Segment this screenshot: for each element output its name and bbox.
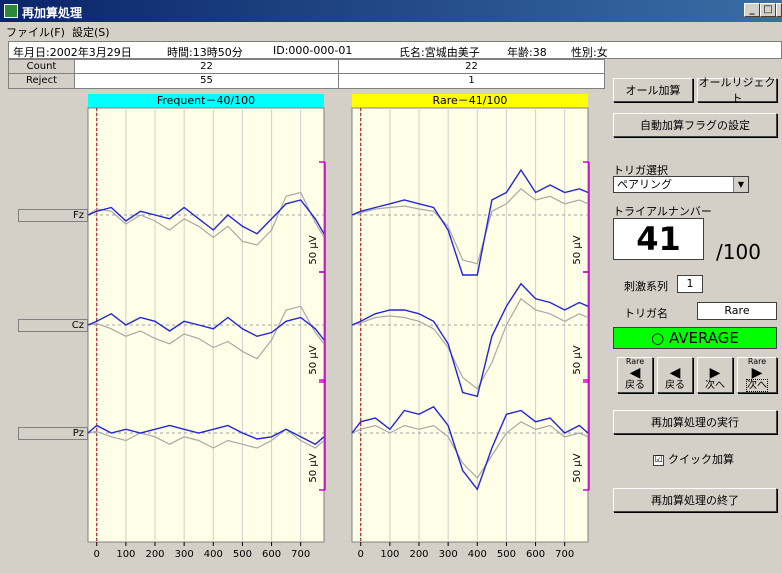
next-rare-button[interactable]: Rare ▶ 次へ [737, 357, 777, 393]
app-icon [4, 4, 18, 18]
average-waveform [87, 199, 325, 235]
x-tick-label: 400 [204, 549, 223, 560]
trigger-select-value: ペアリング [617, 178, 672, 191]
x-tick-label: 200 [409, 549, 428, 560]
prev-button[interactable]: ◀ 戻る [657, 357, 693, 393]
nav-label: 戻る [625, 380, 645, 391]
maximize-button[interactable]: □ [760, 3, 776, 17]
trigger-select[interactable]: ペアリング ▼ [613, 176, 749, 193]
next-button[interactable]: ▶ 次へ [697, 357, 733, 393]
minimize-button[interactable]: _ [744, 3, 760, 17]
average-waveform [351, 168, 589, 276]
info-time: 時間:13時50分 [167, 46, 243, 59]
trigger-name-field: Rare [697, 302, 777, 320]
x-tick-label: 500 [233, 549, 252, 560]
scale-label: 50 µV [572, 235, 583, 264]
average-waveform [351, 405, 589, 491]
plot-area [351, 107, 589, 543]
quick-add-label: クイック加算 [668, 453, 734, 466]
x-tick-label: 0 [94, 549, 100, 560]
finish-button[interactable]: 再加算処理の終了 [613, 488, 777, 512]
scale-label: 50 µV [572, 453, 583, 482]
menu-settings[interactable]: 設定(S) [72, 26, 110, 39]
frequent-count: 22 [75, 60, 339, 74]
count-label: Count [9, 60, 75, 74]
scale-label: 50 µV [572, 345, 583, 374]
x-tick-label: 200 [145, 549, 164, 560]
channel-label-fz: Fz [18, 209, 88, 222]
quick-add-checkbox[interactable]: ☑ クイック加算 [653, 451, 734, 467]
trial-waveform [351, 421, 589, 479]
info-date: 年月日:2002年3月29日 [13, 46, 132, 59]
menu-bar: ファイル(F) 設定(S) [0, 22, 782, 40]
nav-label: 次へ [705, 380, 725, 391]
trial-total: /100 [716, 240, 761, 264]
title-bar: 再加算処理 _ □ [0, 0, 782, 22]
rare-header: Rare－41/100 [352, 94, 588, 108]
trial-number: 41 [613, 218, 704, 260]
trial-waveform [87, 191, 325, 246]
x-tick-label: 500 [497, 549, 516, 560]
arrow-right-icon: ▶ [751, 365, 763, 381]
reject-label: Reject [9, 74, 75, 88]
nav-top-label: Rare [625, 357, 645, 366]
x-tick-label: 100 [380, 549, 399, 560]
x-tick-label: 300 [175, 549, 194, 560]
nav-label: 戻る [665, 380, 685, 391]
plot-area [87, 107, 325, 543]
all-reject-button[interactable]: オールリジェクト [697, 76, 777, 105]
window-title: 再加算処理 [22, 6, 83, 20]
checkbox-icon[interactable]: ☑ [653, 454, 664, 466]
x-tick-label: 100 [116, 549, 135, 560]
average-waveform [351, 282, 589, 398]
info-id: ID:000-000-01 [273, 44, 353, 57]
info-age: 年齢:38 [507, 46, 547, 59]
channel-label-cz: Cz [18, 319, 88, 332]
frequent-header: Frequent－40/100 [88, 94, 324, 108]
rare-count: 22 [339, 60, 604, 74]
trigger-select-label: トリガ選択 [613, 164, 668, 177]
trial-waveform [351, 187, 589, 265]
rare-reject: 1 [468, 75, 475, 86]
stim-series-field[interactable]: 1 [677, 275, 703, 293]
scale-label: 50 µV [308, 345, 319, 374]
trial-waveform [87, 428, 325, 449]
x-tick-label: 600 [526, 549, 545, 560]
arrow-left-icon: ◀ [669, 365, 681, 381]
average-indicator: ○ AVERAGE [613, 327, 777, 349]
trial-waveform [87, 305, 325, 360]
x-tick-label: 700 [555, 549, 574, 560]
patient-info-bar: 年月日:2002年3月29日 時間:13時50分 ID:000-000-01 氏… [8, 41, 782, 59]
stim-series-label: 刺激系列 [624, 280, 668, 293]
prev-rare-button[interactable]: Rare ◀ 戻る [617, 357, 653, 393]
arrow-left-icon: ◀ [629, 365, 641, 381]
close-button[interactable] [776, 3, 782, 17]
nav-label: 次へ [746, 379, 768, 392]
scale-label: 50 µV [308, 453, 319, 482]
auto-flag-button[interactable]: 自動加算フラグの設定 [613, 113, 777, 137]
average-waveform [87, 312, 325, 341]
count-reject-table: Count Reject 22 55 22 1 [8, 59, 605, 89]
all-add-button[interactable]: オール加算 [613, 78, 693, 102]
channel-label-pz: Pz [18, 427, 88, 440]
trigger-name-label: トリガ名 [624, 307, 668, 320]
scale-label: 50 µV [308, 235, 319, 264]
average-waveform [87, 424, 325, 446]
trial-number-label: トライアルナンバー [613, 205, 712, 218]
execute-button[interactable]: 再加算処理の実行 [613, 410, 777, 434]
frequent-reject: 55 [75, 74, 339, 88]
x-tick-label: 400 [468, 549, 487, 560]
x-tick-label: 600 [262, 549, 281, 560]
info-sex: 性別:女 [571, 46, 608, 59]
chevron-down-icon[interactable]: ▼ [733, 177, 748, 192]
trial-waveform [351, 297, 589, 390]
nav-top-label: Rare [747, 357, 767, 366]
info-name: 氏名:宮城由美子 [399, 46, 480, 59]
x-tick-label: 0 [358, 549, 364, 560]
arrow-right-icon: ▶ [709, 365, 721, 381]
x-tick-label: 700 [291, 549, 310, 560]
menu-file[interactable]: ファイル(F) [6, 26, 65, 39]
x-tick-label: 300 [439, 549, 458, 560]
